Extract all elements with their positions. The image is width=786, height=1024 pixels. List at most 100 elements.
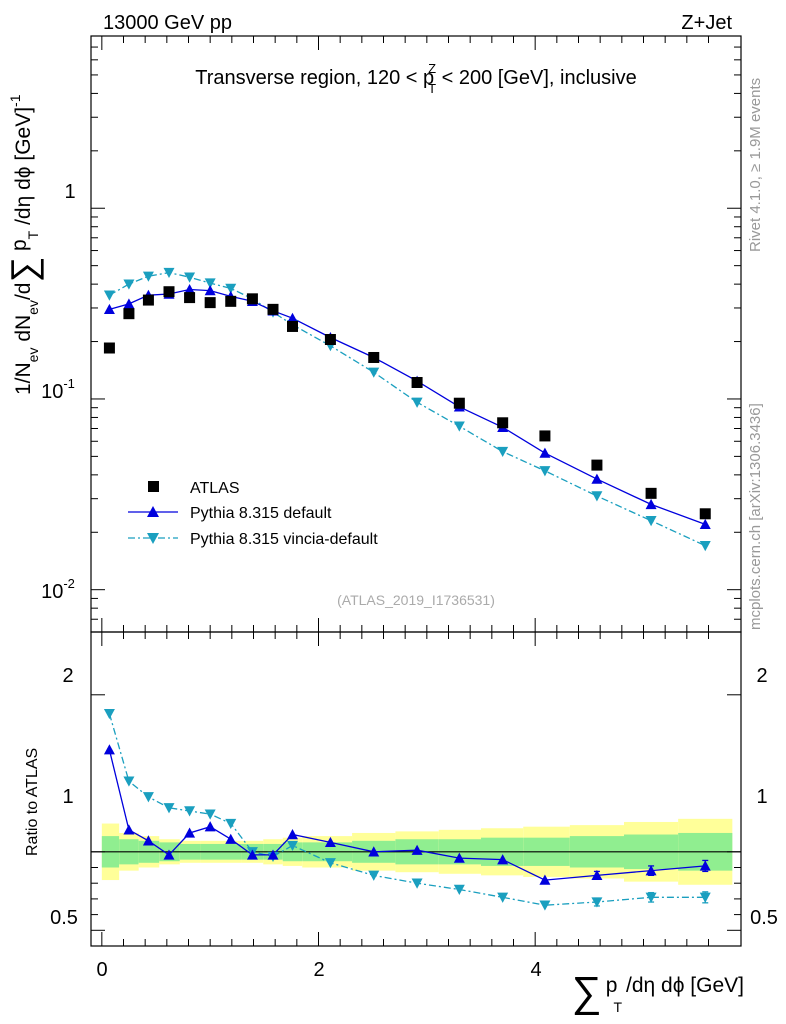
legend-vincia-label: Pythia 8.315 vincia-default (190, 531, 378, 548)
title-suffix: < 200 [GeV], inclusive (436, 67, 637, 89)
default-ratio-point (267, 849, 279, 860)
xlabel-sub: T (613, 999, 622, 1015)
main-ylabel: 1/Nev dNev/d∑ pT /dη dϕ [GeV]-1 (3, 94, 44, 395)
ylabel-p3: ev (25, 300, 41, 315)
ratio-frame (90, 631, 742, 947)
default-ratio-point (539, 874, 551, 885)
vincia-point (163, 267, 175, 279)
atlas-point (591, 459, 603, 471)
title-sup: Z (428, 61, 436, 76)
ratio-ytick-2-right: 2 (756, 665, 767, 687)
default-point (103, 303, 115, 315)
ylabel-p0: 1/N (12, 362, 35, 395)
default-point (184, 283, 196, 295)
ytick-label-0.01: 10-2 (41, 576, 75, 603)
main-panel: Transverse region, 120 < pZ T < 200 [GeV]… (3, 35, 742, 633)
vincia-point (645, 516, 657, 527)
ytick-0.1-exp: -1 (63, 376, 75, 391)
vincia-ratio-point (591, 897, 603, 908)
atlas-point (287, 320, 298, 332)
default-point (645, 498, 657, 510)
default-ratio-point (324, 836, 336, 848)
main-title: Transverse region, 120 < pZ T < 200 [GeV]… (195, 61, 636, 96)
vincia-ratio-point (204, 809, 216, 820)
vincia-ratio-point (497, 892, 509, 903)
vincia-ratio-point (225, 818, 237, 830)
default-point (287, 312, 298, 323)
default-ratio-point (497, 854, 509, 865)
ratio-ylabel: Ratio to ATLAS (24, 748, 41, 856)
atlas-point (204, 297, 216, 309)
atlas-point (324, 334, 336, 346)
default-ratio-point (246, 849, 258, 860)
vincia-ratio-point (184, 806, 196, 817)
vincia-point (411, 397, 423, 408)
main-frame (90, 35, 742, 633)
default-point (204, 285, 216, 296)
default-ratio-point (645, 865, 657, 876)
vincia-point (184, 272, 196, 283)
ytick-0.01-base: 10 (41, 581, 63, 603)
vincia-point (497, 446, 509, 458)
atlas-point (123, 308, 135, 320)
default-point (123, 298, 135, 309)
atlas-point (246, 293, 258, 305)
default-ratio-point (163, 849, 175, 860)
ratio-panel: Ratio to ATLAS 2 1 0.5 2 1 0.5 0 2 4 ∑ p T… (24, 631, 778, 1015)
default-point (539, 447, 551, 458)
vincia-point (368, 367, 380, 378)
default-point (591, 473, 603, 484)
xtick-label-2: 2 (313, 959, 324, 981)
atlas-point (699, 508, 711, 520)
ylabel-p6: p (8, 239, 31, 257)
ylabel-p1: ev (25, 348, 41, 363)
legend-atlas-marker (148, 481, 159, 492)
vincia-point (123, 279, 135, 290)
atlas-point (411, 376, 423, 388)
default-ratio-point (123, 824, 135, 835)
vincia-ratio-point (163, 803, 175, 814)
vincia-ratio-point (453, 884, 465, 895)
vincia-ratio-point (103, 708, 115, 720)
ylabel-p9: -1 (7, 94, 23, 107)
ylabel-p8: /dη dϕ [GeV] (12, 107, 35, 231)
vincia-ratio-point (287, 840, 298, 852)
vincia-point (699, 541, 711, 552)
default-ratio-point (142, 835, 154, 846)
ytick-label-1: 1 (64, 181, 75, 203)
main-ticks (91, 35, 741, 633)
atlas-point (645, 487, 657, 499)
atlas-point (368, 351, 380, 363)
title-sub: T (428, 81, 436, 96)
vincia-ratio-point (539, 900, 551, 911)
vincia-point (539, 466, 551, 477)
ratio-ytick-1-left: 1 (62, 786, 73, 808)
atlas-point (453, 397, 465, 409)
default-ratio-point (225, 833, 237, 844)
atlas-point (163, 286, 175, 298)
ratio-ytick-1-right: 1 (756, 786, 767, 808)
default-ratio-point (287, 829, 298, 840)
atlas-point (184, 292, 196, 304)
legend-default-label: Pythia 8.315 default (190, 505, 332, 522)
vincia-point (225, 283, 237, 294)
xlabel-p: p (606, 974, 618, 997)
atlas-point (225, 295, 237, 307)
ratio-ytick-0.5-right: 0.5 (750, 907, 778, 929)
default-ratio-point (368, 846, 380, 857)
default-ratio-point (184, 827, 196, 838)
title-prefix: Transverse region, 120 < p (195, 67, 434, 89)
vincia-ratio-point (368, 870, 380, 881)
ytick-0.01-exp: -2 (63, 576, 75, 591)
watermark: (ATLAS_2019_I1736531) (337, 592, 495, 608)
ratio-ytick-2-left: 2 (62, 665, 73, 687)
default-ratio-point (204, 821, 216, 832)
vincia-point (103, 290, 115, 301)
default-ratio-point (103, 744, 115, 755)
atlas-point (142, 294, 154, 306)
xlabel-rest: /dη dϕ [GeV] (626, 974, 744, 997)
legend-vincia-marker (147, 533, 159, 544)
mcplots-label: mcplots.cern.ch [arXiv:1306.3436] (747, 403, 764, 630)
xtick-label-0: 0 (96, 959, 107, 981)
